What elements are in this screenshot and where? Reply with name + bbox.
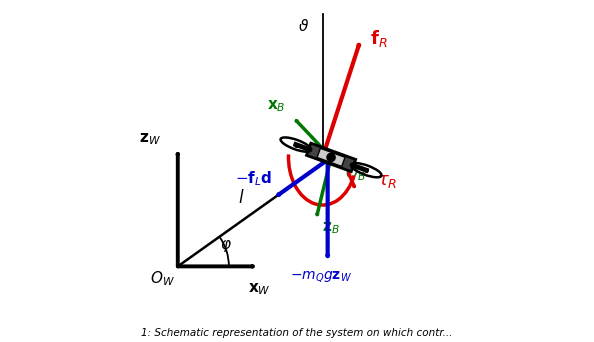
Text: $-\mathbf{f}_L\mathbf{d}$: $-\mathbf{f}_L\mathbf{d}$: [235, 170, 272, 188]
Text: $\mathbf{z}_W$: $\mathbf{z}_W$: [139, 131, 161, 147]
Text: $\mathbf{x}_B$: $\mathbf{x}_B$: [267, 98, 286, 114]
Text: $-m_Q g\mathbf{z}_W$: $-m_Q g\mathbf{z}_W$: [290, 270, 352, 285]
Text: $\tau_R$: $\tau_R$: [377, 172, 397, 190]
Text: $O_W$: $O_W$: [150, 270, 175, 289]
Circle shape: [327, 153, 335, 161]
Text: $\mathbf{x}_W$: $\mathbf{x}_W$: [248, 282, 271, 298]
Text: $l$: $l$: [238, 189, 244, 207]
Text: $\varphi$: $\varphi$: [220, 238, 232, 254]
Text: $\vartheta$: $\vartheta$: [298, 18, 309, 34]
Polygon shape: [317, 148, 345, 167]
Text: 1: Schematic representation of the system on which contr...: 1: Schematic representation of the syste…: [141, 328, 453, 338]
Text: $\mathbf{f}_R$: $\mathbf{f}_R$: [370, 28, 388, 49]
Text: $O_B$: $O_B$: [345, 164, 365, 183]
Polygon shape: [307, 143, 356, 172]
Text: $\mathbf{z}_B$: $\mathbf{z}_B$: [321, 221, 339, 236]
